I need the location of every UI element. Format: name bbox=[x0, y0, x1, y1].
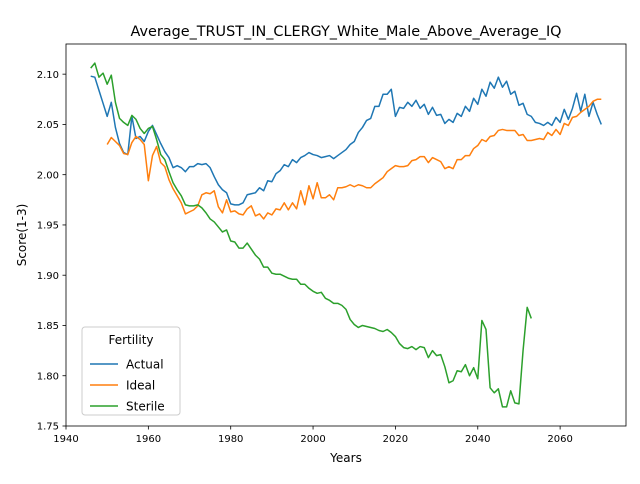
y-axis: 1.75 1.80 1.85 1.90 1.95 2.00 2.05 2.10 bbox=[37, 70, 66, 433]
x-tick-label: 2060 bbox=[547, 434, 572, 445]
x-tick-label: 1960 bbox=[136, 434, 161, 445]
legend: Fertility Actual Ideal Sterile bbox=[82, 327, 180, 415]
x-tick-label: 2020 bbox=[383, 434, 408, 445]
x-axis-label: Years bbox=[329, 451, 362, 465]
y-tick-label: 1.85 bbox=[37, 321, 59, 332]
y-tick-label: 1.90 bbox=[37, 271, 59, 282]
x-tick-label: 1940 bbox=[53, 434, 78, 445]
legend-label-ideal: Ideal bbox=[126, 379, 155, 393]
series-line-actual bbox=[91, 76, 602, 205]
x-tick-label: 1980 bbox=[218, 434, 243, 445]
y-tick-label: 2.00 bbox=[37, 170, 59, 181]
y-axis-label: Score(1-3) bbox=[15, 204, 29, 267]
x-tick-label: 2040 bbox=[465, 434, 490, 445]
legend-label-sterile: Sterile bbox=[126, 400, 165, 414]
y-tick-label: 1.75 bbox=[37, 422, 59, 433]
legend-label-actual: Actual bbox=[126, 358, 164, 372]
series-line-ideal bbox=[107, 99, 601, 219]
x-tick-label: 2000 bbox=[300, 434, 325, 445]
y-tick-label: 2.05 bbox=[37, 120, 59, 131]
chart-title: Average_TRUST_IN_CLERGY_White_Male_Above… bbox=[130, 24, 561, 40]
y-tick-label: 1.95 bbox=[37, 221, 59, 232]
y-tick-label: 2.10 bbox=[37, 70, 59, 81]
y-tick-label: 1.80 bbox=[37, 371, 59, 382]
legend-title: Fertility bbox=[108, 333, 153, 347]
x-axis: 1940 1960 1980 2000 2020 2040 2060 bbox=[53, 426, 573, 445]
